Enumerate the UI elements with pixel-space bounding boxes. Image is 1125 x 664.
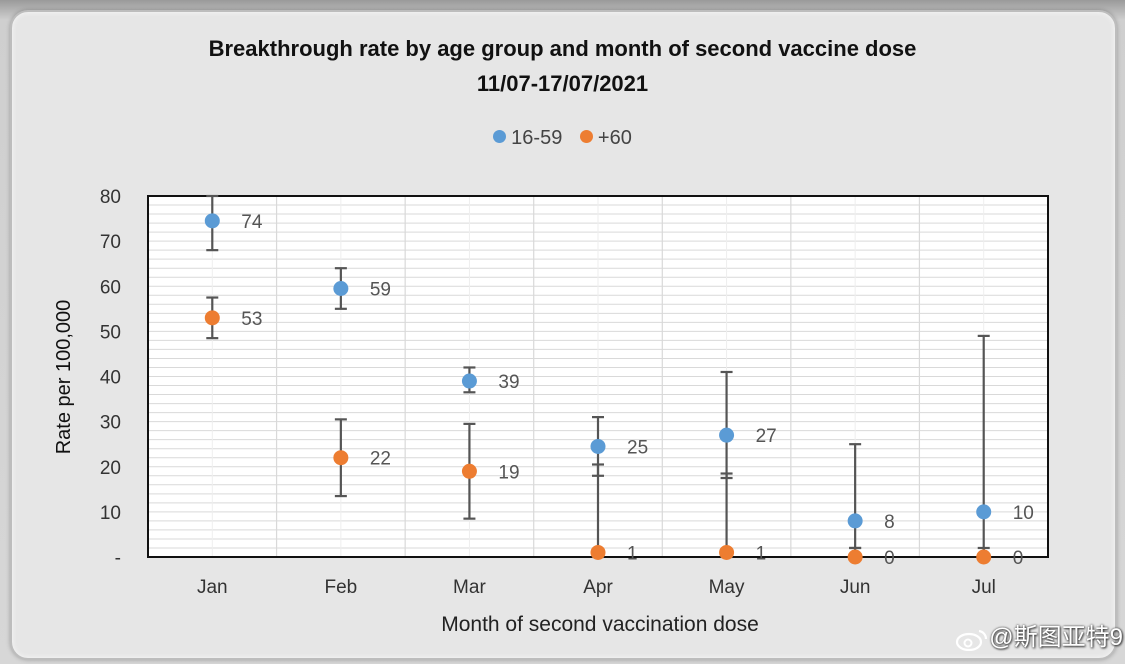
y-tick-label: 40	[100, 368, 121, 389]
legend-item-16-59: 16-59	[493, 127, 562, 150]
legend: 16-59 +60	[0, 127, 1125, 150]
data-label: 74	[241, 212, 263, 233]
legend-item-60plus: +60	[579, 127, 632, 150]
data-label: 27	[756, 426, 777, 447]
x-tick-label: Jul	[972, 577, 996, 598]
y-tick-label: 80	[100, 187, 121, 208]
data-point-60plus	[976, 549, 992, 565]
legend-label-16-59: 16-59	[511, 127, 563, 149]
data-label: 39	[498, 372, 519, 393]
data-label: 8	[884, 512, 895, 533]
watermark: @斯图亚特9	[955, 617, 1123, 652]
y-axis-title: Rate per 100,000	[53, 300, 75, 455]
data-point-60plus	[333, 450, 349, 466]
data-point-60plus	[204, 310, 220, 326]
y-tick-label: 10	[100, 503, 121, 524]
data-label: 25	[627, 437, 648, 458]
data-label: 53	[241, 309, 262, 330]
y-tick-label: 70	[100, 232, 121, 253]
data-point-60plus	[719, 544, 735, 560]
x-axis-title: Month of second vaccination dose	[441, 613, 759, 636]
data-label: 0	[1013, 548, 1024, 569]
y-tick-label: 60	[100, 277, 121, 298]
weibo-icon	[956, 629, 988, 651]
legend-marker-16-59	[493, 130, 507, 144]
x-tick-label: May	[709, 577, 745, 598]
data-label: 22	[370, 449, 391, 470]
data-point-60plus	[847, 549, 863, 565]
x-tick-label: Jan	[197, 577, 228, 598]
x-tick-label: Apr	[583, 577, 613, 598]
data-label: 19	[498, 462, 519, 483]
y-tick-label: 20	[100, 458, 121, 479]
data-point-16-59	[847, 513, 863, 529]
data-point-16-59	[461, 373, 477, 389]
legend-label-60plus: +60	[597, 127, 632, 149]
chart-subtitle: 11/07-17/07/2021	[476, 71, 649, 96]
x-tick-label: Feb	[324, 577, 357, 598]
data-point-16-59	[204, 213, 220, 229]
data-label: 59	[370, 280, 391, 301]
y-tick-label: 50	[100, 322, 121, 343]
legend-marker-60plus	[579, 130, 593, 144]
data-label: 1	[756, 543, 767, 564]
x-tick-label: Jun	[840, 577, 871, 598]
chart-title: Breakthrough rate by age group and month…	[208, 36, 917, 61]
data-point-16-59	[590, 438, 606, 454]
data-point-16-59	[333, 281, 349, 297]
y-tick-label: 30	[100, 413, 121, 434]
x-tick-label: Mar	[453, 577, 486, 598]
y-tick-label: -	[115, 548, 121, 569]
data-label: 0	[884, 548, 895, 569]
watermark-text: @斯图亚特9	[989, 624, 1123, 651]
data-label: 1	[627, 543, 638, 564]
data-label: 10	[1013, 503, 1034, 524]
data-point-16-59	[976, 504, 992, 520]
data-point-60plus	[590, 544, 606, 560]
data-point-16-59	[719, 427, 735, 443]
data-point-60plus	[461, 463, 477, 479]
